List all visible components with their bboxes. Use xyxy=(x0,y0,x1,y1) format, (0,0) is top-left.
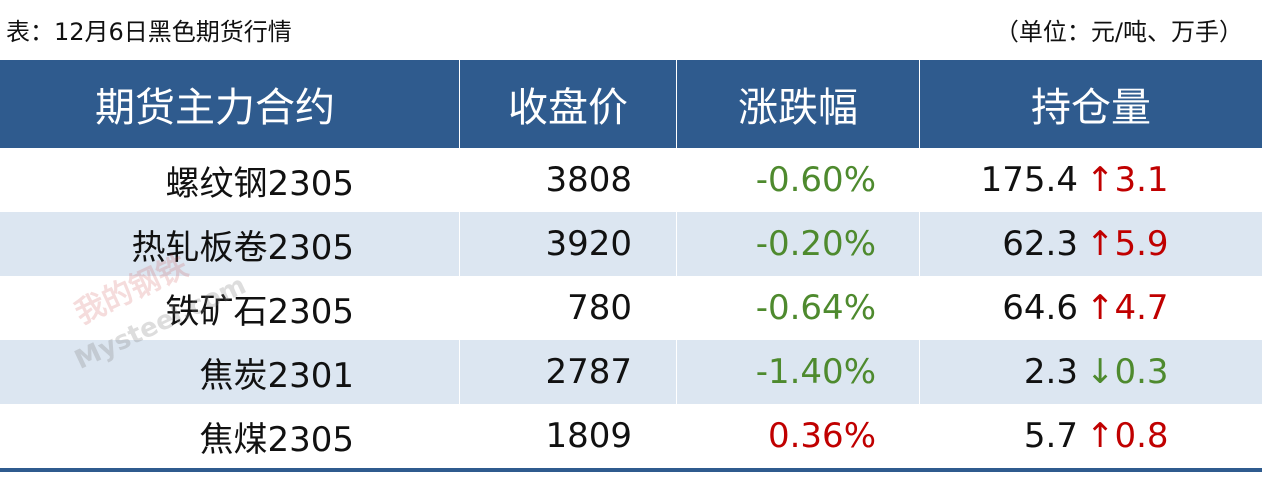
open-interest-change: ↑0.8 xyxy=(1086,416,1169,456)
close-price: 2787 xyxy=(460,340,677,404)
contract: 焦炭2301 xyxy=(0,340,460,404)
contract: 热轧板卷2305 xyxy=(0,212,460,276)
column-header: 收盘价 xyxy=(460,60,677,148)
table-row: 螺纹钢2305 3808 -0.60% 175.4 ↑3.1 xyxy=(0,148,1262,212)
open-interest-change: ↑3.1 xyxy=(1086,160,1169,200)
table-row: 焦煤2305 1809 0.36% 5.7 ↑0.8 xyxy=(0,404,1262,468)
table-row: 铁矿石2305 780 -0.64% 64.6 ↑4.7 xyxy=(0,276,1262,340)
open-interest-change: ↑5.9 xyxy=(1086,224,1169,264)
change: 0.36% xyxy=(677,404,920,468)
change: -0.64% xyxy=(677,276,920,340)
table-row: 热轧板卷2305 3920 -0.20% 62.3 ↑5.9 xyxy=(0,212,1262,276)
open-interest-cell: 62.3 ↑5.9 xyxy=(920,212,1262,276)
contract: 铁矿石2305 xyxy=(0,276,460,340)
open-interest-change: ↓0.3 xyxy=(1086,352,1169,392)
open-interest: 5.7 xyxy=(1023,416,1078,456)
change: -0.60% xyxy=(677,148,920,212)
table-row: 焦炭2301 2787 -1.40% 2.3 ↓0.3 xyxy=(0,340,1262,404)
close-price: 1809 xyxy=(460,404,677,468)
close-price: 780 xyxy=(460,276,677,340)
change: -1.40% xyxy=(677,340,920,404)
open-interest-cell: 175.4 ↑3.1 xyxy=(920,148,1262,212)
open-interest-change: ↑4.7 xyxy=(1086,288,1169,328)
close-price: 3808 xyxy=(460,148,677,212)
open-interest-cell: 5.7 ↑0.8 xyxy=(920,404,1262,468)
open-interest: 64.6 xyxy=(1002,288,1078,328)
column-header: 期货主力合约 xyxy=(0,60,460,148)
open-interest-cell: 64.6 ↑4.7 xyxy=(920,276,1262,340)
table: 期货主力合约 收盘价 涨跌幅 持仓量 螺纹钢2305 3808 -0.60% 175.4 ↑3… xyxy=(0,60,1262,472)
column-header: 持仓量 xyxy=(1031,85,1151,131)
change: -0.20% xyxy=(677,212,920,276)
open-interest: 62.3 xyxy=(1002,224,1078,264)
column-header: 涨跌幅 xyxy=(677,60,920,148)
contract: 螺纹钢2305 xyxy=(0,148,460,212)
close-price: 3920 xyxy=(460,212,677,276)
open-interest-cell: 2.3 ↓0.3 xyxy=(920,340,1262,404)
title: 表：12月6日黑色期货行情 xyxy=(6,18,292,46)
contract: 焦煤2305 xyxy=(0,404,460,468)
open-interest: 2.3 xyxy=(1023,352,1078,392)
unit: （单位：元/吨、万手） xyxy=(994,18,1243,46)
header-row: 期货主力合约 收盘价 涨跌幅 持仓量 xyxy=(0,60,1262,148)
open-interest: 175.4 xyxy=(980,160,1078,200)
